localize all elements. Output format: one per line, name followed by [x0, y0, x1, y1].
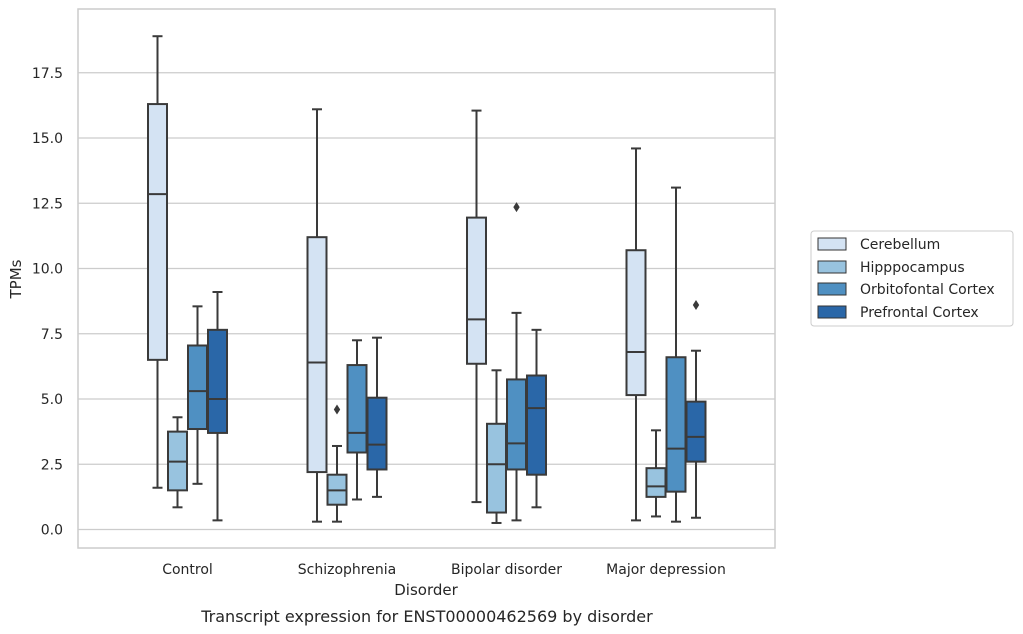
box-iqr	[625, 249, 647, 397]
box-cerebellum-major-depression	[625, 147, 647, 522]
box-prefrontal-cortex-bipolar-disorder	[526, 328, 547, 509]
x-tick-label: Bipolar disorder	[451, 562, 562, 578]
x-tick-label: Schizophrenia	[298, 562, 396, 578]
legend-swatch-hippocampus	[817, 260, 847, 274]
box-iqr	[466, 216, 487, 365]
legend-label-orbitofrontal: Orbitofontal Cortex	[860, 282, 995, 298]
outlier-point	[513, 202, 520, 213]
legend-label-hippocampus: Hipppocampus	[860, 260, 965, 276]
y-axis-ticks: 0.0 2.5 5.0 7.5 10.0 12.5 15.0 17.5	[32, 66, 63, 539]
box-orbitofontal-cortex-bipolar-disorder	[506, 202, 527, 522]
y-tick-label: 0.0	[41, 523, 63, 539]
legend-frame	[810, 230, 1014, 327]
box-cerebellum-bipolar-disorder	[466, 109, 487, 504]
box-prefrontal-cortex-control	[207, 290, 228, 522]
legend-swatch-prefrontal	[817, 305, 847, 319]
legend-swatch-orbitofrontal	[817, 282, 847, 296]
outlier-point	[333, 404, 341, 415]
y-tick-label: 12.5	[32, 196, 63, 212]
box-prefrontal-cortex-schizophrenia	[366, 336, 388, 498]
boxes	[147, 35, 707, 524]
box-iqr	[306, 236, 328, 474]
x-axis-ticks: Control Schizophrenia Bipolar disorder Majo…	[162, 562, 726, 578]
legend-swatch-cerebellum	[817, 237, 847, 251]
box-iqr	[526, 374, 547, 476]
outlier-point	[692, 300, 700, 311]
legend: Cerebellum Hipppocampus Orbitofontal Cor…	[810, 230, 1014, 327]
y-tick-label: 15.0	[32, 131, 63, 147]
box-iqr	[506, 378, 527, 471]
y-tick-label: 17.5	[32, 66, 63, 82]
box-iqr	[486, 422, 507, 514]
plot-frame	[77, 8, 776, 549]
box-iqr	[645, 467, 667, 498]
y-tick-label: 7.5	[41, 327, 63, 343]
box-iqr	[187, 344, 208, 431]
box-iqr	[685, 400, 707, 463]
box-hipppocampus-schizophrenia	[326, 404, 348, 523]
box-orbitofontal-cortex-control	[187, 305, 208, 485]
box-cerebellum-schizophrenia	[306, 108, 328, 523]
y-tick-label: 5.0	[41, 392, 63, 408]
y-axis-label: TPMs	[7, 259, 25, 299]
x-tick-label: Control	[162, 562, 213, 578]
x-tick-label: Major depression	[606, 562, 726, 578]
box-prefrontal-cortex-major-depression	[685, 300, 707, 519]
box-hipppocampus-major-depression	[645, 429, 667, 518]
y-tick-label: 2.5	[41, 457, 63, 473]
box-iqr	[346, 364, 368, 454]
chart-caption: Transcript expression for ENST0000046256…	[200, 607, 653, 626]
x-axis-label: Disorder	[394, 581, 458, 599]
plot-area	[78, 9, 775, 548]
legend-label-cerebellum: Cerebellum	[860, 237, 940, 253]
box-iqr	[665, 356, 687, 493]
legend-label-prefrontal: Prefrontal Cortex	[860, 305, 979, 321]
box-iqr	[207, 328, 228, 434]
box-cerebellum-control	[147, 35, 168, 489]
box-hipppocampus-control	[167, 416, 188, 509]
box-iqr	[366, 396, 388, 471]
y-tick-label: 10.0	[32, 262, 63, 278]
box-iqr	[147, 103, 168, 361]
